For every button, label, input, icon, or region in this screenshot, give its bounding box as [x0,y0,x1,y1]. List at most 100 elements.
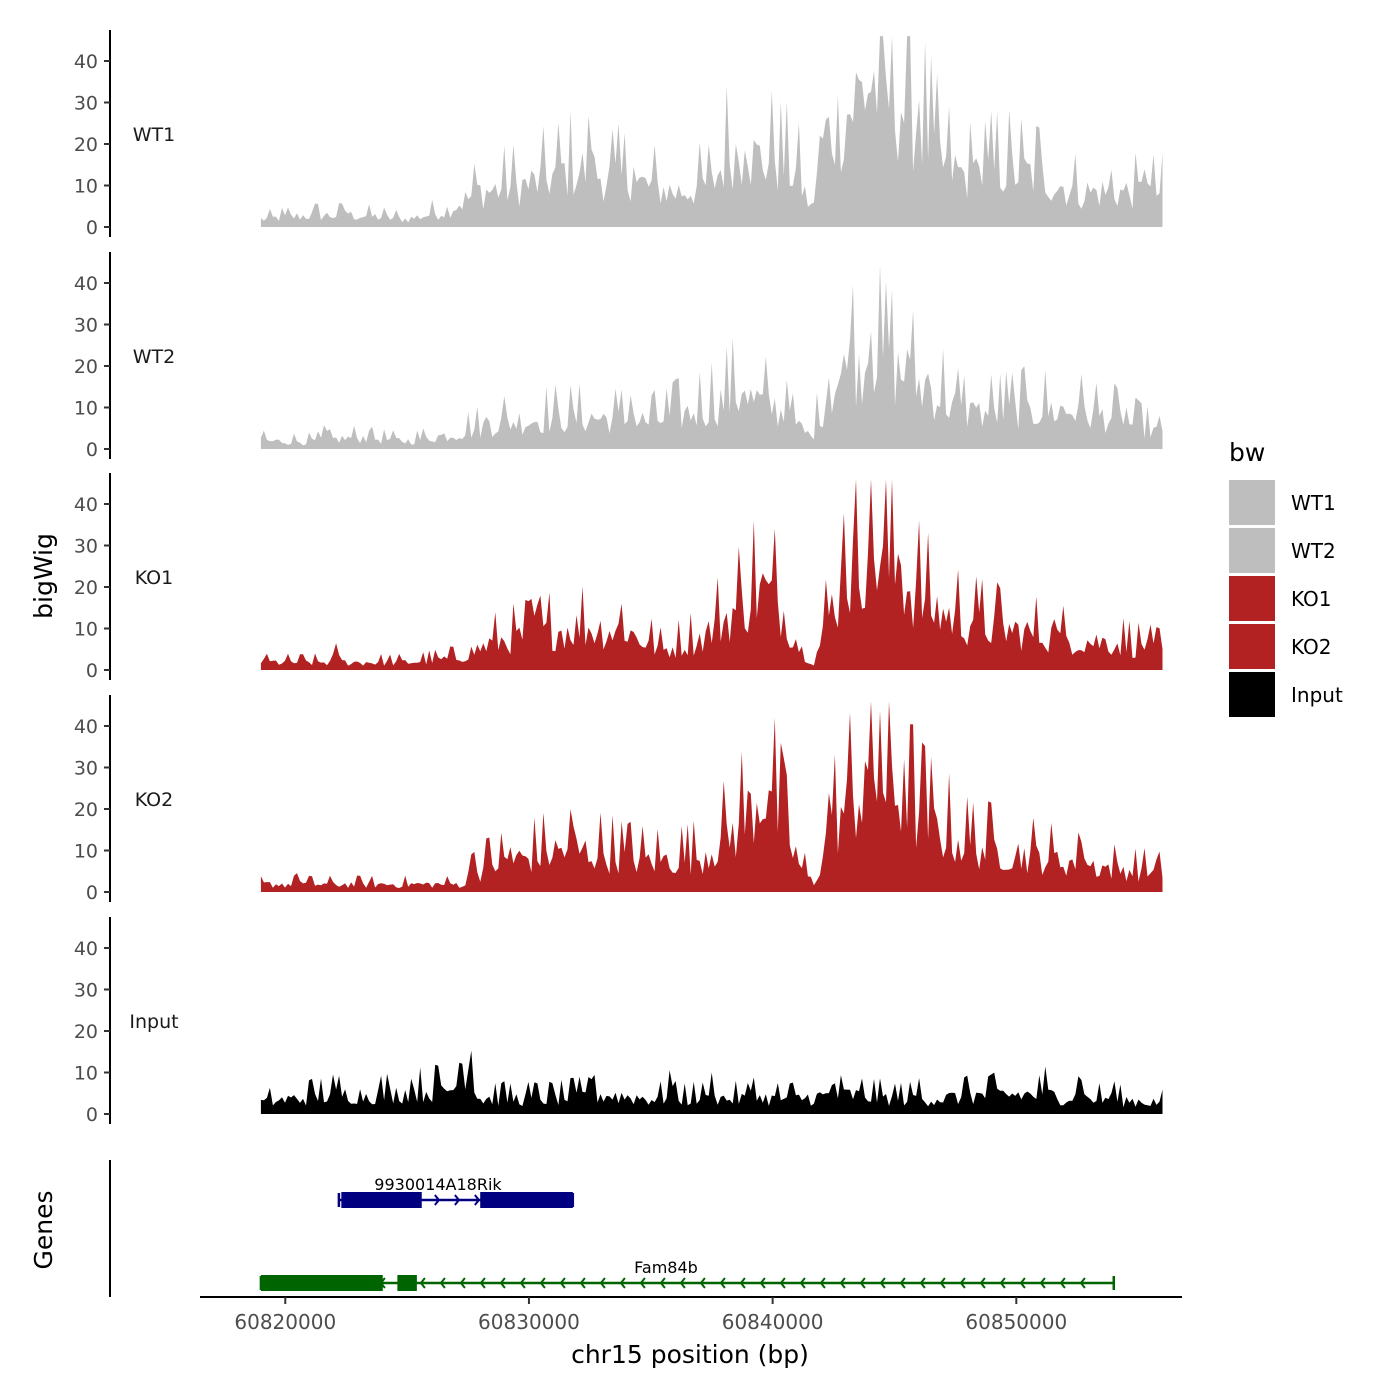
legend-label-wt2: WT2 [1291,539,1336,563]
x-tick-label: 60820000 [234,1310,336,1334]
strand-chevron [699,1277,706,1289]
y-tick-label: 30 [74,758,98,780]
strand-chevron [1059,1277,1066,1289]
strand-chevron [439,1277,446,1289]
gene-exon [341,1192,422,1208]
y-tick-label: 40 [74,716,98,738]
strand-chevron [499,1277,506,1289]
strand-chevron [879,1277,886,1289]
y-tick-label: 30 [74,980,98,1002]
signal-area-wt2 [260,265,1163,449]
track-label: KO2 [135,789,173,811]
y-tick-label: 10 [74,398,98,420]
track-label: WT2 [133,346,175,368]
signal-area-wt1 [260,36,1163,227]
x-tick-label: 60830000 [478,1310,580,1334]
signal-area-ko1 [260,479,1163,670]
strand-chevron [459,1277,466,1289]
legend-label-ko2: KO2 [1291,635,1332,659]
strand-chevron [839,1277,846,1289]
gene-exon [397,1275,417,1291]
track-input: 0 10 20 30 40 Input [74,917,1163,1126]
x-tick-label: 60850000 [965,1310,1067,1334]
track-panels: 0 10 20 30 40 WT1 0 10 20 30 40 WT2 0 10 20 30 40 KO1 0 10 2… [74,30,1163,1126]
gene-label: 9930014A18Rik [374,1175,502,1194]
y-tick-label: 20 [74,356,98,378]
strand-chevron [599,1277,606,1289]
x-axis-title: chr15 position (bp) [571,1340,809,1369]
strand-chevron [434,1194,441,1206]
strand-chevron [559,1277,566,1289]
strand-chevron [779,1277,786,1289]
y-tick-label: 20 [74,577,98,599]
strand-chevron [659,1277,666,1289]
strand-chevron [539,1277,546,1289]
y-tick-label: 20 [74,799,98,821]
strand-chevron [999,1277,1006,1289]
gene-9930014a18rik: 9930014A18Rik [337,1175,575,1208]
track-label: Input [129,1011,178,1033]
track-label: KO1 [135,567,173,589]
legend-swatch-ko2 [1229,624,1275,669]
strand-chevron [419,1277,426,1289]
strand-chevron [519,1277,526,1289]
strand-chevron [939,1277,946,1289]
strand-chevron [819,1277,826,1289]
legend: bw WT1 WT2 KO1 KO2 Input [1229,438,1343,717]
y-tick-label: 30 [74,93,98,115]
y-tick-label: 0 [86,217,98,239]
signal-area-ko2 [260,701,1163,892]
genes-panel: 9930014A18Rik Fam84b [109,1160,1116,1297]
strand-chevron [799,1277,806,1289]
legend-swatch-wt1 [1229,480,1275,525]
strand-chevron [454,1194,461,1206]
strand-chevron [899,1277,906,1289]
track-label: WT1 [133,124,175,146]
gene-exon [260,1275,383,1291]
y-tick-label: 0 [86,439,98,461]
strand-chevron [859,1277,866,1289]
y-tick-label: 30 [74,315,98,337]
strand-chevron [759,1277,766,1289]
strand-chevron [619,1277,626,1289]
track-wt1: 0 10 20 30 40 WT1 [74,30,1163,239]
strand-chevron [739,1277,746,1289]
strand-chevron [1039,1277,1046,1289]
strand-chevron [1019,1277,1026,1289]
y-axis-title: bigWig [29,533,58,619]
genes-axis-title: Genes [29,1190,58,1269]
strand-chevron [719,1277,726,1289]
y-tick-label: 0 [86,1104,98,1126]
y-tick-label: 20 [74,134,98,156]
y-tick-label: 10 [74,1063,98,1085]
y-tick-label: 40 [74,494,98,516]
legend-swatch-ko1 [1229,576,1275,621]
strand-chevron [959,1277,966,1289]
y-tick-label: 10 [74,176,98,198]
strand-chevron [639,1277,646,1289]
legend-label-ko1: KO1 [1291,587,1332,611]
strand-chevron [679,1277,686,1289]
x-tick-label: 60840000 [722,1310,824,1334]
legend-swatch-input [1229,672,1275,717]
y-tick-label: 30 [74,536,98,558]
gene-exon [480,1192,573,1208]
track-ko2: 0 10 20 30 40 KO2 [74,695,1163,904]
y-tick-label: 40 [74,51,98,73]
y-tick-label: 0 [86,660,98,682]
signal-area-input [260,1050,1163,1114]
y-tick-label: 20 [74,1021,98,1043]
y-tick-label: 40 [74,273,98,295]
strand-chevron [1079,1277,1086,1289]
strand-chevron [474,1194,481,1206]
y-tick-label: 0 [86,882,98,904]
strand-chevron [979,1277,986,1289]
track-ko1: 0 10 20 30 40 KO1 [74,473,1163,682]
strand-chevron [479,1277,486,1289]
y-tick-label: 10 [74,841,98,863]
track-wt2: 0 10 20 30 40 WT2 [74,252,1163,461]
legend-title: bw [1229,438,1265,467]
x-axis: 60820000 60830000 60840000 60850000 [200,1296,1182,1334]
gene-fam84b: Fam84b [259,1258,1116,1291]
strand-chevron [579,1277,586,1289]
